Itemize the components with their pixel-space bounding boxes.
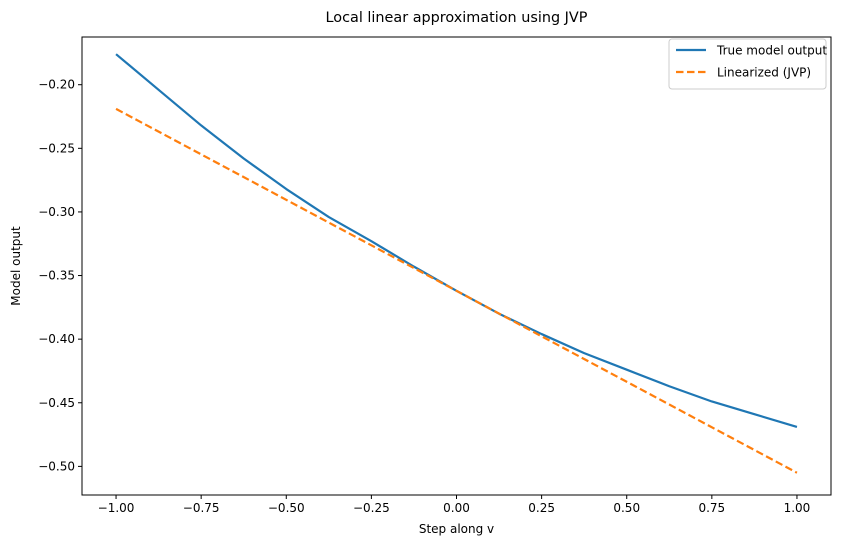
legend: True model output Linearized (JVP) [668,38,827,90]
y-tick-label: −0.30 [38,205,75,219]
x-axis-label: Step along v [419,522,494,536]
x-tick-label: −0.50 [268,501,305,515]
x-tick-label: −0.25 [353,501,390,515]
y-tick-label: −0.20 [38,78,75,92]
legend-label-linearized-jvp: Linearized (JVP) [717,66,811,80]
series-layer [115,53,798,474]
x-tick-label: −1.00 [98,501,135,515]
x-tick-label: 1.00 [784,501,811,515]
x-tick-label: −0.75 [183,501,220,515]
x-ticks: −1.00 −0.75 −0.50 −0.25 0.00 0.25 0.50 0.75 1.00 [98,495,811,515]
x-tick-label: 0.75 [698,501,725,515]
x-tick-label: 0.50 [613,501,640,515]
y-tick-label: −0.40 [38,332,75,346]
legend-label-true-model-output: True model output [716,44,827,58]
series-line-linearized-jvp [115,107,798,474]
y-axis-label: Model output [9,226,23,306]
y-tick-label: −0.35 [38,269,75,283]
y-ticks: −0.20 −0.25 −0.30 −0.35 −0.40 −0.45 −0.50 [38,78,82,473]
x-tick-label: 0.00 [443,501,470,515]
x-tick-label: 0.25 [528,501,555,515]
legend-box [668,38,827,90]
y-tick-label: −0.45 [38,396,75,410]
chart-title: Local linear approximation using JVP [326,10,588,26]
y-tick-label: −0.25 [38,141,75,155]
y-tick-label: −0.50 [38,459,75,473]
